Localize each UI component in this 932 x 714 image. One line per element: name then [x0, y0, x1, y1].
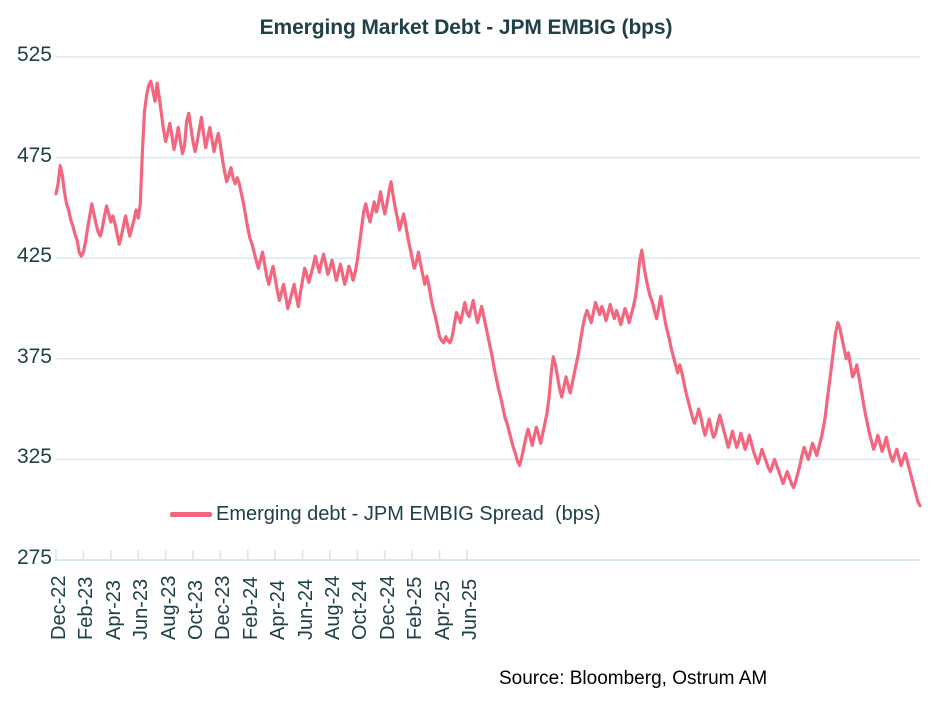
x-axis-tick-label: Oct-24 — [349, 579, 372, 640]
y-axis-tick-labels: 525 475 425 375 325 275 — [0, 0, 52, 600]
x-axis-tick-label: Feb-23 — [75, 576, 98, 640]
source-note: Source: Bloomberg, Ostrum AM — [499, 668, 768, 689]
chart-title: Emerging Market Debt - JPM EMBIG (bps) — [259, 16, 673, 39]
x-axis-tick-label: Jun-23 — [130, 578, 153, 640]
y-axis-tick-label: 275 — [16, 546, 52, 569]
x-axis-tick-label: Apr-25 — [431, 579, 454, 640]
x-axis-tick-label: Feb-24 — [239, 576, 262, 640]
x-axis-ticks — [55, 550, 468, 560]
x-axis-tick-label: Aug-24 — [321, 575, 344, 641]
x-axis-tick-label: Dec-22 — [48, 575, 70, 640]
x-axis-tick-label: Oct-23 — [184, 579, 207, 640]
x-axis-tick-label: Feb-25 — [404, 576, 427, 640]
series-line-emerging-debt — [54, 79, 922, 508]
y-axis-tick-label: 375 — [16, 344, 52, 368]
x-axis-tick-label: Apr-24 — [267, 579, 290, 640]
y-axis-tick-label: 325 — [16, 445, 52, 469]
line-swatch — [170, 512, 212, 517]
x-axis-tick-label: Jun-25 — [458, 578, 481, 640]
x-axis-tick-label: Apr-23 — [102, 579, 125, 640]
x-axis-tick-label: Aug-23 — [157, 575, 180, 641]
y-axis-tick-label: 525 — [16, 43, 52, 66]
chart-legend: Emerging debt - JPM EMBIG Spread (bps) — [170, 503, 601, 526]
x-axis-tick-label: Dec-23 — [212, 575, 235, 640]
y-axis-tick-label: 425 — [16, 244, 52, 268]
legend-label: Emerging debt - JPM EMBIG Spread (bps) — [216, 503, 601, 525]
series-lines — [54, 79, 922, 508]
x-axis-tick-label: Jun-24 — [294, 578, 317, 640]
x-axis-tick-label: Dec-24 — [376, 575, 399, 640]
y-axis-tick-label: 475 — [16, 143, 52, 167]
